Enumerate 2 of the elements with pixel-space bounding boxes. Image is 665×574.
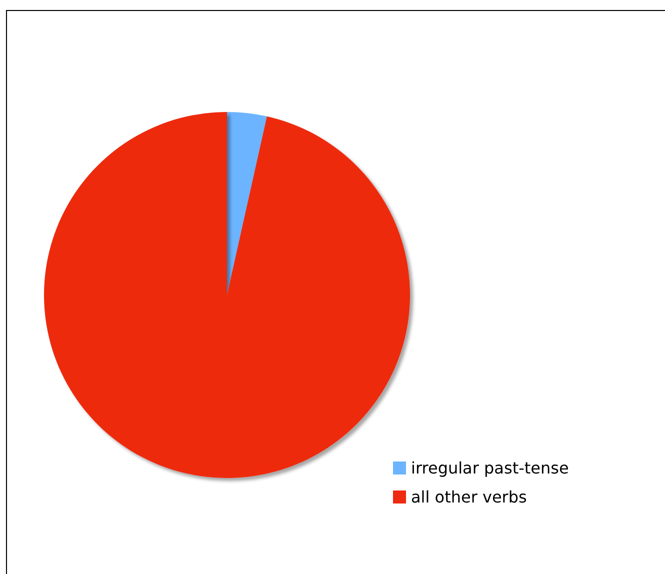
legend-label: irregular past-tense [411,458,569,478]
legend-label: all other verbs [411,488,527,506]
